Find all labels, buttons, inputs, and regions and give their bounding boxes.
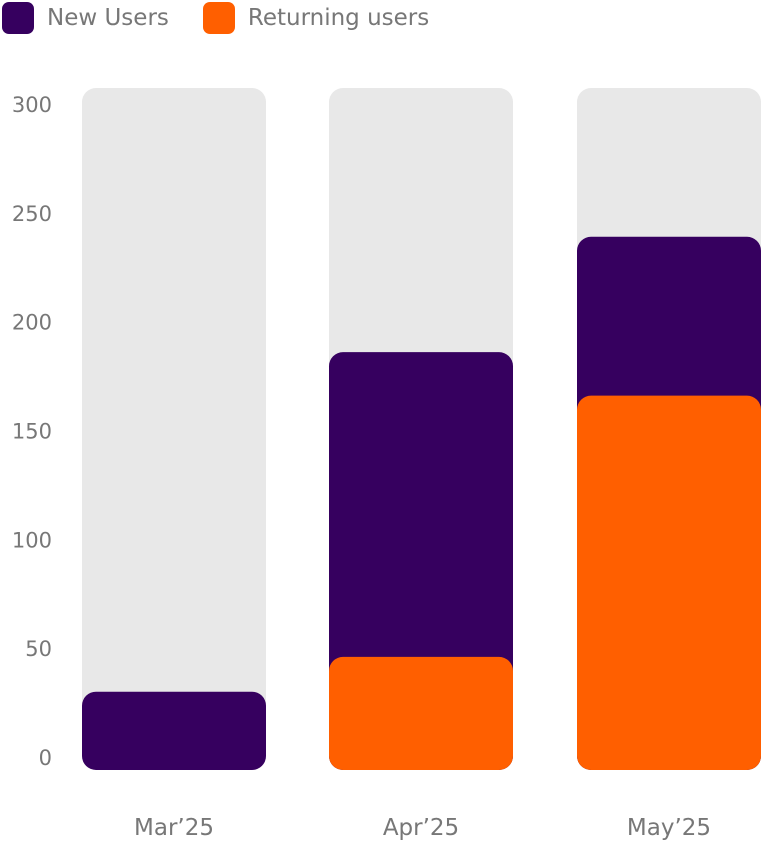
legend-swatch-new-users <box>2 2 34 34</box>
legend-label-new-users: New Users <box>47 5 169 31</box>
y-tick-label: 200 <box>12 311 52 335</box>
legend-item-returning-users[interactable]: Returning users <box>202 2 430 34</box>
bar-returning-users <box>577 395 761 770</box>
bar-new-users <box>82 691 266 770</box>
legend-item-new-users[interactable]: New Users <box>2 2 169 34</box>
y-tick-label: 150 <box>12 420 52 444</box>
y-tick-label: 250 <box>12 202 52 226</box>
x-tick-label: Apr’25 <box>383 815 459 841</box>
x-tick-label: May’25 <box>627 815 711 841</box>
x-tick-label: Mar’25 <box>134 815 214 841</box>
y-tick-label: 100 <box>12 528 52 552</box>
y-tick-label: 300 <box>12 93 52 117</box>
legend-swatch-returning-users <box>202 2 235 34</box>
legend: New Users Returning users <box>2 2 463 34</box>
y-tick-label: 50 <box>25 637 52 661</box>
legend-label-returning-users: Returning users <box>247 5 430 31</box>
y-tick-label: 0 <box>39 746 52 770</box>
bar-background <box>82 88 266 770</box>
bar-returning-users <box>329 656 513 770</box>
